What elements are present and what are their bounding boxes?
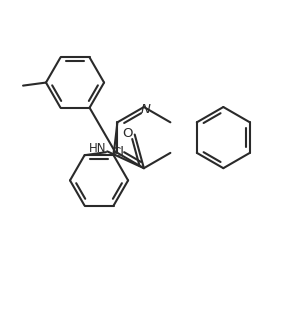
Text: Cl: Cl — [111, 146, 124, 159]
Text: N: N — [140, 103, 150, 116]
Text: HN: HN — [89, 142, 106, 156]
Text: O: O — [122, 127, 132, 140]
